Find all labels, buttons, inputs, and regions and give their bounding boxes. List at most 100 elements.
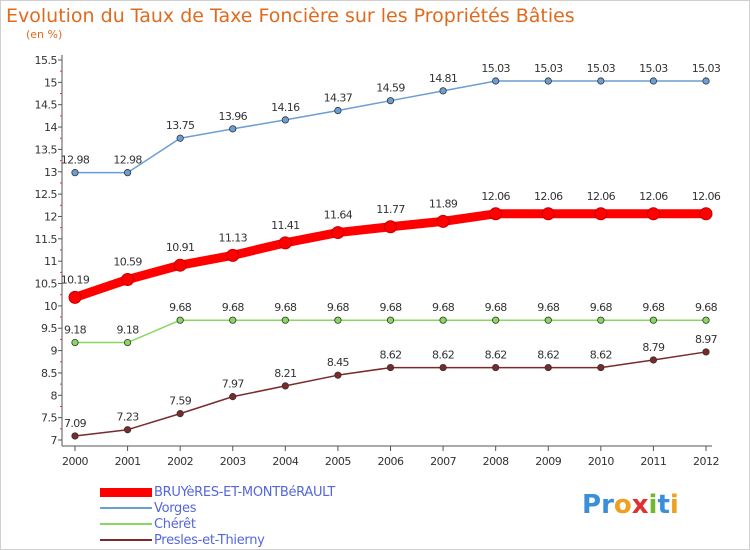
- logo-letter: x: [631, 490, 649, 520]
- data-point: [334, 371, 342, 379]
- data-point: [334, 316, 342, 324]
- data-label: 9.68: [222, 301, 245, 314]
- x-tick-label: 2002: [167, 455, 193, 468]
- data-label: 11.41: [271, 219, 300, 232]
- data-point: [71, 169, 79, 177]
- data-label: 11.77: [376, 203, 405, 216]
- chart-title: Evolution du Taux de Taxe Foncière sur l…: [6, 5, 575, 27]
- data-point: [229, 393, 237, 401]
- y-tick-label: 8: [51, 389, 58, 402]
- data-point: [173, 258, 187, 272]
- data-point: [123, 338, 132, 347]
- data-point: [649, 356, 658, 364]
- data-label: 9.68: [695, 301, 718, 314]
- x-tick-label: 2011: [640, 455, 666, 468]
- data-label: 9.68: [590, 301, 613, 314]
- legend-swatch: [100, 539, 152, 541]
- y-tick-label: 11.5: [35, 233, 58, 246]
- logo-letter: t: [657, 490, 670, 520]
- data-label: 11.13: [219, 231, 248, 244]
- data-point: [331, 226, 345, 240]
- data-point: [597, 363, 605, 372]
- data-point: [702, 77, 710, 85]
- data-point: [489, 207, 503, 221]
- data-label: 7.09: [64, 417, 87, 430]
- data-point: [439, 363, 447, 372]
- chart-legend: BRUYèRES-ET-MONTBéRAULT Vorges Chérêt Presl…: [100, 484, 335, 548]
- y-tick-label: 10: [44, 300, 57, 313]
- data-point: [71, 432, 79, 440]
- logo-letter: o: [613, 490, 632, 520]
- data-label: 8.62: [432, 349, 454, 362]
- y-tick-label: 15: [44, 76, 57, 89]
- data-label: 11.64: [324, 209, 353, 222]
- data-label: 13.96: [219, 110, 248, 123]
- data-label: 9.68: [432, 301, 455, 314]
- x-tick-label: 2012: [693, 455, 719, 468]
- y-tick-label: 9.5: [41, 322, 57, 335]
- legend-label: BRUYèRES-ET-MONTBéRAULT: [154, 484, 335, 500]
- legend-item: BRUYèRES-ET-MONTBéRAULT: [100, 484, 335, 500]
- data-point: [541, 207, 555, 221]
- proxiti-logo: Proxiti: [582, 490, 679, 520]
- data-label: 15.03: [587, 62, 616, 75]
- data-point: [492, 363, 500, 372]
- chart-subtitle: (en %): [26, 28, 63, 41]
- data-label: 10.19: [61, 273, 90, 286]
- data-label: 8.62: [379, 349, 401, 362]
- y-tick-label: 8.5: [41, 367, 57, 380]
- data-label: 9.68: [327, 301, 350, 314]
- data-label: 12.98: [113, 154, 142, 167]
- legend-swatch: [100, 507, 152, 509]
- data-point: [386, 97, 395, 105]
- x-tick-label: 2008: [483, 455, 509, 468]
- logo-letter: P: [582, 490, 602, 520]
- data-point: [386, 363, 395, 372]
- data-label: 9.68: [642, 301, 665, 314]
- data-label: 8.21: [274, 367, 296, 380]
- data-point: [176, 134, 184, 142]
- y-tick-label: 7.5: [41, 412, 57, 425]
- logo-letter: i: [648, 490, 658, 520]
- data-point: [121, 273, 135, 287]
- data-point: [278, 236, 292, 250]
- data-label: 13.75: [166, 119, 195, 132]
- data-point: [544, 363, 552, 372]
- data-point: [281, 316, 289, 324]
- data-point: [544, 316, 552, 324]
- data-point: [439, 316, 447, 324]
- y-tick-label: 15.5: [35, 54, 58, 67]
- data-point: [71, 338, 79, 347]
- data-point: [699, 207, 713, 221]
- y-tick-label: 7: [51, 434, 58, 447]
- x-tick-label: 2001: [115, 455, 141, 468]
- x-tick-label: 2007: [430, 455, 456, 468]
- data-point: [594, 207, 608, 221]
- data-point: [384, 220, 397, 234]
- data-label: 7.23: [117, 411, 140, 424]
- data-point: [334, 106, 342, 115]
- data-point: [281, 382, 289, 390]
- legend-item: Vorges: [100, 500, 335, 516]
- data-point: [649, 316, 658, 324]
- legend-label: Presles-et-Thierny: [154, 532, 265, 548]
- data-label: 9.18: [117, 324, 140, 337]
- y-tick-label: 13: [44, 166, 57, 179]
- y-tick-label: 14.5: [35, 99, 58, 112]
- data-point: [439, 87, 447, 95]
- data-label: 15.03: [481, 62, 510, 75]
- data-label: 10.91: [166, 241, 195, 254]
- data-label: 7.97: [222, 378, 245, 391]
- data-label: 12.06: [587, 190, 616, 203]
- legend-item: Presles-et-Thierny: [100, 532, 335, 548]
- data-label: 14.59: [376, 82, 405, 95]
- data-label: 9.68: [485, 301, 508, 314]
- data-point: [544, 77, 552, 85]
- data-label: 12.06: [639, 190, 668, 203]
- data-point: [597, 77, 605, 85]
- data-label: 8.62: [537, 349, 559, 362]
- x-tick-label: 2003: [220, 455, 246, 468]
- x-tick-label: 2004: [272, 455, 298, 468]
- data-point: [123, 426, 132, 434]
